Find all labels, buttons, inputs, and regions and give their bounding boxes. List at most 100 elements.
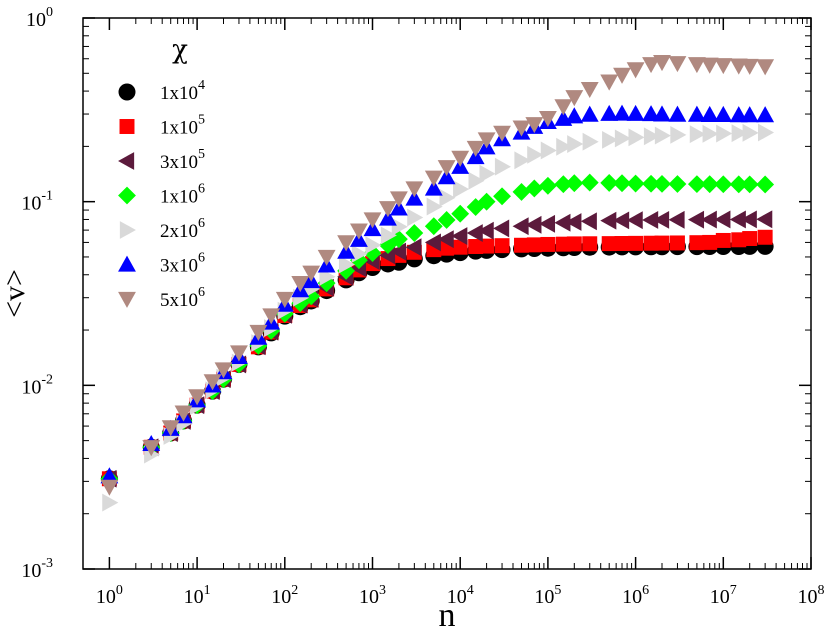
data-point xyxy=(740,210,757,229)
legend-item: 3x106 xyxy=(118,251,205,277)
data-point xyxy=(653,210,670,229)
data-point xyxy=(102,493,119,512)
data-point xyxy=(689,235,705,251)
data-point xyxy=(642,57,660,74)
legend-marker xyxy=(118,291,136,308)
x-axis-label: n xyxy=(439,597,456,632)
data-point xyxy=(602,130,619,149)
data-point xyxy=(729,210,746,229)
data-point xyxy=(554,213,571,232)
data-point xyxy=(302,265,321,282)
data-point xyxy=(729,175,748,194)
data-point xyxy=(538,110,557,128)
legend-marker xyxy=(118,152,135,170)
data-point xyxy=(389,191,408,208)
data-point xyxy=(740,58,759,75)
data-point xyxy=(142,440,161,457)
y-tick-label: 10-2 xyxy=(21,372,53,398)
data-point xyxy=(317,274,336,293)
data-point xyxy=(379,201,397,218)
data-point xyxy=(351,244,368,263)
data-point xyxy=(391,217,408,236)
legend-label: 5x106 xyxy=(160,285,205,311)
data-point xyxy=(642,174,660,193)
data-point xyxy=(437,230,454,249)
data-point xyxy=(628,128,645,147)
series-5x10^6 xyxy=(100,55,775,496)
data-point xyxy=(365,236,382,255)
data-point xyxy=(740,175,759,194)
data-point xyxy=(669,235,685,251)
data-point xyxy=(654,235,670,251)
data-point xyxy=(405,181,424,198)
data-point xyxy=(756,59,775,76)
data-point xyxy=(214,362,233,379)
data-point xyxy=(613,174,631,193)
x-tick-label: 108 xyxy=(798,583,825,608)
data-point xyxy=(525,117,544,134)
y-tick-label: 10-1 xyxy=(21,189,53,215)
data-point xyxy=(466,224,483,242)
data-point xyxy=(262,308,281,325)
data-point xyxy=(643,127,660,146)
legend: χ 1x104 1x105 3x105 1x106 2x106 3x106 5x106 xyxy=(118,35,205,311)
data-point xyxy=(702,234,718,250)
data-point xyxy=(668,175,687,193)
data-point xyxy=(512,182,531,201)
data-point xyxy=(363,244,382,262)
legend-title: χ xyxy=(172,35,188,65)
data-point xyxy=(494,238,510,254)
data-point xyxy=(668,210,685,229)
data-point xyxy=(230,345,248,362)
series-1x10^4 xyxy=(100,237,774,488)
data-point xyxy=(426,197,443,216)
data-point xyxy=(700,57,719,74)
data-point xyxy=(565,174,584,193)
data-point xyxy=(424,179,443,196)
data-point xyxy=(580,212,597,231)
data-point xyxy=(479,164,496,183)
data-point xyxy=(512,120,531,137)
data-point xyxy=(613,67,631,84)
data-point xyxy=(466,198,485,216)
data-point xyxy=(494,157,511,176)
data-point xyxy=(687,105,706,122)
data-point xyxy=(439,188,456,207)
legend-label: 2x106 xyxy=(160,216,205,242)
data-point xyxy=(687,175,706,194)
data-point xyxy=(731,124,748,143)
data-point xyxy=(451,150,470,167)
data-point xyxy=(740,106,759,123)
data-point xyxy=(174,405,193,422)
data-point xyxy=(554,175,573,194)
legend-item: 1x106 xyxy=(118,182,205,208)
data-point xyxy=(424,233,441,252)
data-point xyxy=(714,210,731,229)
data-point xyxy=(540,236,556,252)
legend-label: 3x106 xyxy=(160,251,205,277)
data-point xyxy=(566,236,582,252)
data-point xyxy=(601,236,617,252)
data-point xyxy=(689,125,706,144)
data-point xyxy=(714,175,733,194)
data-point xyxy=(580,81,599,99)
legend-label: 1x105 xyxy=(160,113,205,139)
data-point xyxy=(437,168,456,185)
data-point xyxy=(526,237,542,253)
data-point xyxy=(468,171,485,190)
data-point xyxy=(451,204,470,223)
data-point xyxy=(554,99,573,116)
data-point xyxy=(600,173,619,192)
legend-label: 1x104 xyxy=(160,78,205,104)
data-point xyxy=(670,125,687,144)
legend-marker xyxy=(118,255,136,272)
data-point xyxy=(363,212,382,229)
axis-ticks: 100 101 102 103 104 105 106 107 108 10-3 10-2 10-1 1… xyxy=(21,5,824,608)
data-point xyxy=(600,211,617,230)
data-point xyxy=(714,105,733,122)
data-point xyxy=(424,217,443,236)
data-point xyxy=(493,219,510,238)
data-point xyxy=(540,141,557,160)
legend-item: 3x105 xyxy=(118,147,205,173)
